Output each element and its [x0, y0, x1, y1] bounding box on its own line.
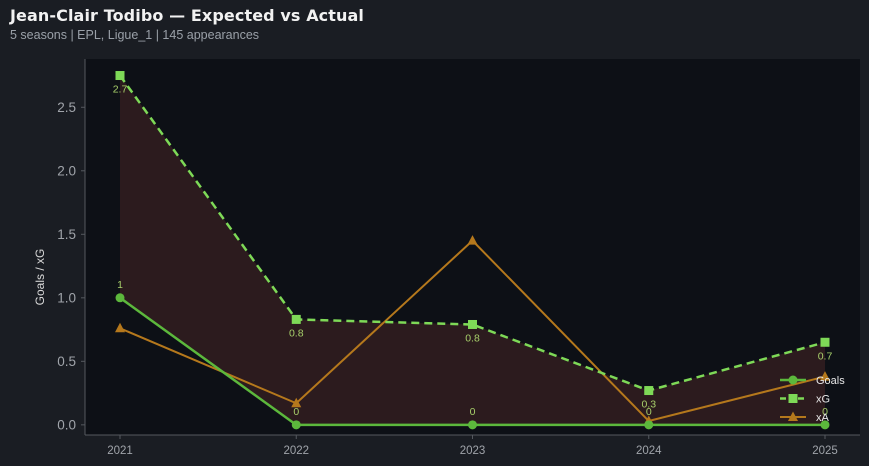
legend-item: xA	[780, 411, 830, 424]
data-point	[291, 397, 302, 408]
chart-title: Jean-Clair Todibo — Expected vs Actual	[10, 6, 364, 25]
shaded-gap-area	[120, 75, 825, 425]
data-point	[820, 337, 830, 347]
chart-subtitle: 5 seasons | EPL, Ligue_1 | 145 appearanc…	[10, 28, 260, 42]
y-tick-label: 1.0	[57, 290, 76, 305]
data-label-xg: 0.7	[818, 350, 833, 362]
y-tick-label: 2.0	[57, 163, 76, 178]
data-point	[291, 420, 301, 430]
data-point	[115, 322, 125, 333]
legend-label: xG	[816, 394, 830, 406]
x-tick-label: 2024	[636, 445, 662, 457]
data-point	[644, 420, 654, 430]
data-label-goals: 0	[293, 406, 299, 418]
y-tick-label: 1.5	[57, 227, 76, 242]
y-tick-label: 0.5	[57, 354, 76, 369]
y-tick-label: 0.0	[57, 417, 76, 432]
legend-item: xG	[780, 394, 830, 406]
data-point	[820, 420, 830, 430]
data-point	[468, 420, 477, 430]
data-label-goals: 0	[646, 406, 652, 418]
y-axis-label: Goals / xG	[33, 249, 47, 306]
legend-label: Goals	[816, 375, 845, 387]
data-label-goals: 0	[822, 406, 828, 418]
x-tick-label: 2023	[460, 445, 486, 457]
data-point	[788, 394, 798, 403]
data-label-xg: 2.7	[113, 84, 128, 96]
data-point	[468, 319, 477, 329]
data-label-xg: 0.3	[641, 399, 656, 411]
data-point	[291, 314, 301, 324]
series-goals	[115, 293, 830, 430]
data-point	[820, 371, 830, 381]
legend: Goals xG xA	[780, 375, 845, 424]
chart-header: Jean-Clair Todibo — Expected vs Actual 5…	[10, 6, 364, 42]
data-label-goals: 1	[117, 279, 123, 291]
data-label-xg: 0.8	[289, 327, 304, 339]
series-xg	[115, 71, 830, 396]
y-tick-label: 2.5	[57, 100, 76, 115]
x-tick-label: 2025	[812, 445, 838, 457]
data-point	[467, 235, 478, 245]
x-tick-label: 2021	[107, 445, 133, 457]
legend-label: xA	[816, 412, 830, 424]
data-point	[644, 386, 654, 396]
data-point	[115, 293, 125, 303]
legend-item: Goals	[780, 375, 845, 387]
series-line	[118, 74, 826, 392]
data-label-xg: 0.8	[465, 332, 480, 344]
x-tick-label: 2022	[283, 445, 309, 457]
data-point	[788, 375, 798, 385]
data-label-goals: 0	[470, 406, 476, 418]
data-point	[788, 411, 798, 421]
data-point	[115, 71, 125, 81]
